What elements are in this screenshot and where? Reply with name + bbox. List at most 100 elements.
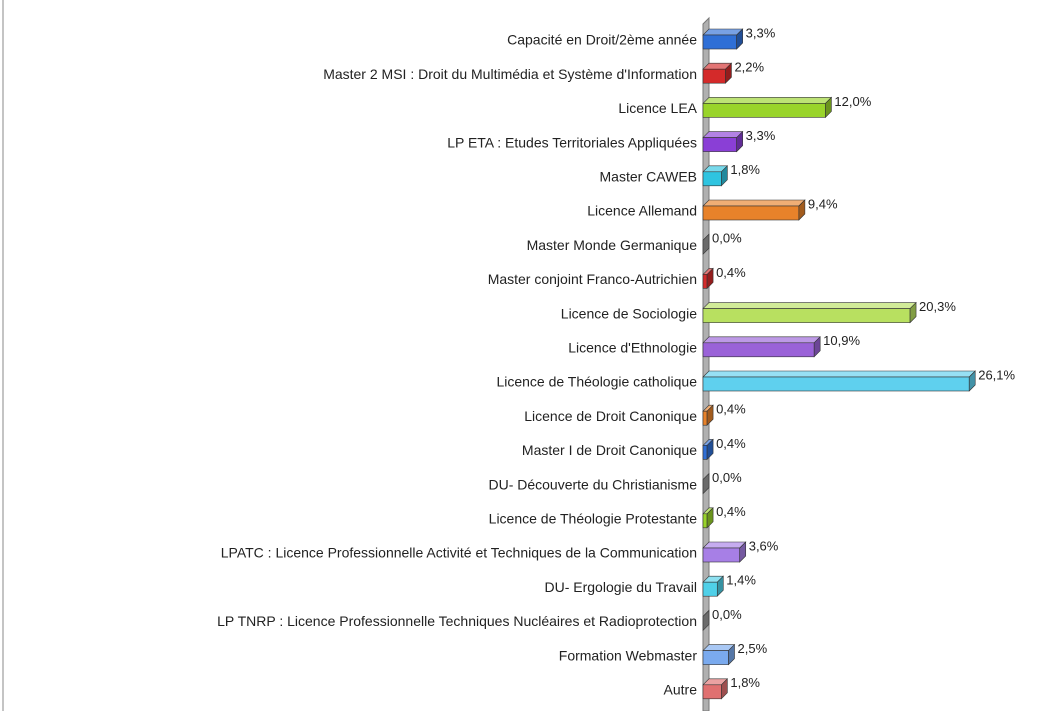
bar-top: [702, 302, 917, 309]
bar-front: [702, 513, 708, 529]
bar-side: [706, 267, 714, 290]
value-label: 2,5%: [738, 641, 768, 656]
bar-side: [721, 678, 728, 700]
category-label: Formation Webmaster: [559, 647, 698, 663]
category-label: Licence d'Ethnologie: [568, 340, 697, 356]
category-label: Master conjoint Franco-Autrichien: [488, 271, 697, 287]
bar-side: [702, 472, 710, 495]
value-label: 0,0%: [712, 470, 742, 485]
bar-front: [702, 68, 726, 84]
category-label: Autre: [664, 682, 698, 698]
bar-side: [739, 541, 747, 563]
bar-front: [702, 103, 826, 118]
bar: [702, 130, 744, 153]
bar-side: [702, 233, 710, 255]
value-label: 0,4%: [716, 265, 746, 280]
bar: [702, 336, 821, 358]
bar-top: [702, 199, 806, 207]
category-label: Licence Allemand: [587, 203, 697, 219]
bar-side: [728, 643, 735, 666]
bar-front: [702, 205, 800, 221]
value-label: 0,4%: [716, 504, 746, 519]
value-label: 0,0%: [712, 607, 742, 622]
value-label: 12,0%: [834, 94, 871, 109]
value-label: 0,4%: [716, 402, 746, 417]
category-label: Master Monde Germanique: [527, 237, 698, 253]
bar: [702, 233, 710, 255]
bar: [702, 267, 714, 290]
category-label: LP ETA : Etudes Territoriales Appliquées: [447, 134, 697, 150]
bar-front: [702, 308, 911, 323]
bar: [702, 301, 917, 324]
value-label: 1,4%: [726, 573, 756, 588]
value-label: 26,1%: [978, 367, 1015, 382]
bar-top: [702, 131, 744, 138]
value-label: 9,4%: [808, 196, 838, 211]
bar: [702, 678, 729, 700]
category-label: DU- Ergologie du Travail: [544, 579, 697, 595]
bar: [702, 507, 714, 529]
bar: [702, 199, 806, 221]
bar-side: [968, 370, 976, 392]
category-label: Licence de Sociologie: [561, 305, 697, 321]
bar-front: [702, 34, 737, 50]
category-label: DU- Découverte du Christianisme: [488, 476, 697, 492]
value-label: 10,9%: [823, 333, 860, 348]
category-label: Licence LEA: [618, 100, 697, 116]
bar-side: [706, 404, 714, 426]
bar-side: [725, 62, 732, 84]
bar-front: [702, 445, 708, 460]
bar-side: [736, 28, 743, 50]
bar: [702, 575, 725, 597]
value-label: 3,3%: [746, 25, 776, 40]
bar-top: [702, 541, 747, 549]
bar: [702, 28, 744, 50]
bar-front: [702, 547, 741, 563]
bar: [702, 472, 710, 495]
bar: [702, 609, 710, 632]
bar-side: [721, 165, 728, 187]
bar: [702, 643, 736, 666]
value-label: 1,8%: [730, 675, 760, 690]
value-label: 1,8%: [730, 162, 760, 177]
bar-front: [702, 410, 708, 426]
bar-side: [736, 130, 743, 153]
axis-wall: [702, 16, 710, 711]
bar-front: [702, 171, 722, 187]
bar-side: [909, 301, 917, 324]
bar-front: [702, 274, 708, 289]
bar-top: [702, 28, 744, 36]
value-label: 3,6%: [749, 538, 779, 553]
bar-side: [825, 96, 832, 119]
category-label: Master 2 MSI : Droit du Multimédia et Sy…: [323, 66, 697, 82]
category-label: LP TNRP : Licence Professionnelle Techni…: [217, 613, 697, 629]
value-label: 0,4%: [716, 436, 746, 451]
bar-front: [702, 137, 737, 152]
bar-front: [702, 376, 970, 392]
bar: [702, 404, 714, 426]
bar-side: [702, 609, 710, 632]
bar: [702, 62, 733, 84]
category-label: Licence de Théologie Protestante: [489, 511, 698, 527]
bar: [702, 438, 714, 461]
category-label: Licence de Théologie catholique: [496, 374, 697, 390]
category-label: Master CAWEB: [600, 169, 698, 185]
value-label: 20,3%: [919, 299, 956, 314]
bar-side: [798, 199, 806, 221]
category-label: Capacité en Droit/2ème année: [507, 32, 697, 48]
bar: [702, 96, 833, 119]
bar-side: [813, 336, 821, 358]
bar: [702, 370, 976, 392]
bar-front: [702, 650, 729, 665]
category-label: Licence de Droit Canonique: [524, 408, 697, 424]
bar-top: [702, 336, 821, 344]
bar-top: [702, 97, 833, 104]
category-label: Master I de Droit Canonique: [522, 442, 697, 458]
bar: [702, 165, 729, 187]
bar: [702, 541, 747, 563]
bar-front: [702, 581, 718, 597]
bar-top: [702, 370, 976, 378]
category-label: LPATC : Licence Professionnelle Activité…: [221, 545, 697, 561]
value-label: 3,3%: [746, 128, 776, 143]
